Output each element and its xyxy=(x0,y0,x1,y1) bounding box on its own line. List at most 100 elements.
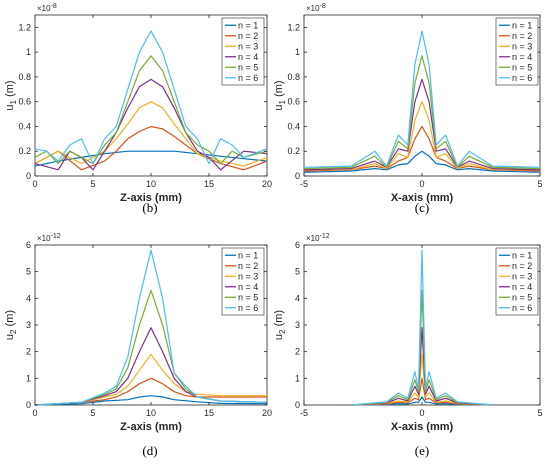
panel-caption: (e) xyxy=(415,443,429,458)
series-line-3 xyxy=(34,353,267,406)
x-tick-label: -5 xyxy=(300,179,308,189)
series-line-1 xyxy=(34,150,268,167)
series-line-2 xyxy=(303,125,541,172)
series-line-4 xyxy=(303,78,541,171)
y-tick-label: 4 xyxy=(26,293,31,303)
legend-label-1: n = 1 xyxy=(238,250,258,260)
legend-label-6: n = 6 xyxy=(238,303,258,313)
legend: n = 1n = 2n = 3n = 4n = 5n = 6 xyxy=(495,17,539,86)
legend-box xyxy=(495,17,539,86)
legend-label-5: n = 5 xyxy=(512,62,532,72)
series-line-6 xyxy=(303,30,541,168)
x-tick-label: 0 xyxy=(419,408,424,418)
series-line-2 xyxy=(351,377,493,406)
legend-label-4: n = 4 xyxy=(512,282,532,292)
y-tick-label: 2 xyxy=(295,347,300,357)
series-line-3 xyxy=(304,101,540,171)
x-tick-label: 20 xyxy=(262,408,272,418)
legend-label-3: n = 3 xyxy=(238,41,258,51)
legend-label-2: n = 2 xyxy=(512,31,532,41)
y-axis-label: u2 (m) xyxy=(4,310,18,340)
x-tick-label: 0 xyxy=(32,179,37,189)
legend-label-1: n = 1 xyxy=(512,20,532,30)
legend-label-3: n = 3 xyxy=(512,271,532,281)
series-line-6 xyxy=(351,249,493,406)
series-line-4 xyxy=(351,327,493,406)
x-tick-label: 5 xyxy=(90,408,95,418)
y-tick-label: 0 xyxy=(295,400,300,410)
y-tick-label: 0.6 xyxy=(18,97,31,107)
y-tick-label: 1 xyxy=(26,373,31,383)
x-tick-label: 5 xyxy=(537,179,542,189)
y-tick-label: 0.8 xyxy=(18,72,31,82)
panel-caption: (d) xyxy=(142,443,157,458)
y-tick-label: 0.2 xyxy=(18,146,31,156)
x-tick-label: 5 xyxy=(537,408,542,418)
legend-box xyxy=(495,247,539,316)
legend-label-5: n = 5 xyxy=(512,292,532,302)
x-tick-label: 15 xyxy=(204,179,214,189)
series-line-3 xyxy=(351,353,493,406)
y-exponent-label: ×10-8 xyxy=(37,3,57,13)
x-tick-label: 0 xyxy=(32,408,37,418)
y-tick-label: 0.4 xyxy=(287,121,300,131)
y-tick-label: 5 xyxy=(26,267,31,277)
chart-panel-b: 0 5 10 15 20 0 0.2 0.4 0.6 0.8 1 1.2 ×10-8 Z-axis (mm… xyxy=(4,3,272,215)
y-tick-label: 6 xyxy=(26,240,31,250)
legend-label-3: n = 3 xyxy=(238,271,258,281)
y-exponent-label: ×10-12 xyxy=(37,233,61,243)
legend-label-2: n = 2 xyxy=(238,261,258,271)
y-tick-label: 2 xyxy=(26,347,31,357)
y-tick-label: 3 xyxy=(26,320,31,330)
series-line-1 xyxy=(303,150,541,173)
x-axis-label: X-axis (mm) xyxy=(391,192,454,204)
y-tick-label: 0.4 xyxy=(18,121,31,131)
y-tick-label: 1.2 xyxy=(287,22,300,32)
y-tick-label: 0 xyxy=(26,171,31,181)
panel-caption: (c) xyxy=(415,200,429,215)
legend: n = 1n = 2n = 3n = 4n = 5n = 6 xyxy=(221,17,265,86)
x-axis-label: Z-axis (mm) xyxy=(120,421,182,433)
y-exponent-label: ×10-12 xyxy=(306,233,330,243)
x-axis-label: Z-axis (mm) xyxy=(120,192,182,204)
series-line-5 xyxy=(34,55,268,165)
y-tick-label: 1.2 xyxy=(18,22,31,32)
legend-label-2: n = 2 xyxy=(238,31,258,41)
x-tick-label: 5 xyxy=(90,179,95,189)
legend-label-3: n = 3 xyxy=(512,41,532,51)
series-line-6 xyxy=(34,249,268,406)
y-tick-label: 0 xyxy=(26,400,31,410)
legend-label-5: n = 5 xyxy=(238,62,258,72)
y-tick-label: 1 xyxy=(26,47,31,57)
series-line-3 xyxy=(34,101,268,167)
series-line-1 xyxy=(351,396,493,406)
series-line-5 xyxy=(351,289,493,406)
y-tick-label: 4 xyxy=(295,293,300,303)
x-tick-label: 0 xyxy=(419,179,424,189)
y-tick-label: 0.2 xyxy=(287,146,300,156)
x-tick-label: -5 xyxy=(300,408,308,418)
legend-label-6: n = 6 xyxy=(512,303,532,313)
chart-panel-d: 0 5 10 15 20 0 1 2 3 4 5 6 ×10-12 Z-axis (mm) u2 (m) n … xyxy=(4,233,272,458)
legend-box xyxy=(221,17,265,86)
legend-label-4: n = 4 xyxy=(238,52,258,62)
legend-label-6: n = 6 xyxy=(238,73,258,83)
y-tick-label: 6 xyxy=(295,240,300,250)
legend-label-1: n = 1 xyxy=(238,20,258,30)
y-axis-label: u1 (m) xyxy=(273,80,287,110)
y-tick-label: 0.8 xyxy=(287,72,300,82)
legend-label-2: n = 2 xyxy=(512,261,532,271)
y-tick-label: 0.6 xyxy=(287,97,300,107)
legend: n = 1n = 2n = 3n = 4n = 5n = 6 xyxy=(495,247,539,316)
series-line-6 xyxy=(34,30,268,165)
x-axis-label: X-axis (mm) xyxy=(391,421,454,433)
y-tick-label: 5 xyxy=(295,267,300,277)
series-line-2 xyxy=(34,125,268,171)
legend-box xyxy=(221,247,265,316)
y-tick-label: 1 xyxy=(295,47,300,57)
y-axis-label: u1 (m) xyxy=(4,80,18,110)
chart-panel-c: -5 0 500.20.40.60.811.2×10-8X-axis (mm)u1 … xyxy=(273,3,543,215)
legend-label-1: n = 1 xyxy=(512,250,532,260)
